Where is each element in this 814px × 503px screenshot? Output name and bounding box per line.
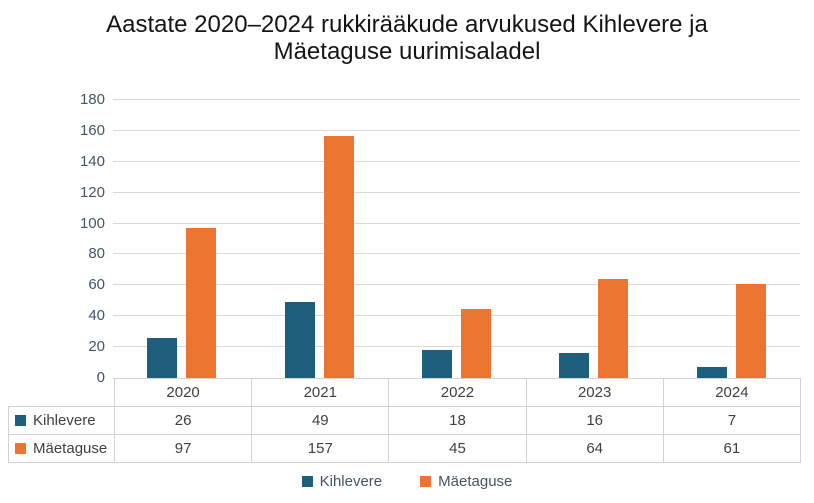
legend-label-m-etaguse: Mäetaguse (438, 473, 513, 490)
chart-title-line1: Aastate 2020–2024 rukkirääkude arvukused… (106, 11, 708, 38)
bar-m-etaguse-2022 (461, 308, 492, 378)
gridline-60 (113, 284, 800, 286)
kihlevere-swatch-icon (15, 415, 26, 426)
table-value-m-etaguse-2024: 61 (662, 434, 802, 463)
bar-kihlevere-2021 (284, 302, 315, 378)
bar-m-etaguse-2021 (323, 135, 354, 378)
data-table-row-kihlevere: Kihlevere 26 49 18 16 7 (8, 406, 802, 435)
table-value-kihlevere-2024: 7 (662, 406, 802, 435)
y-tick-label-0: 0 (96, 369, 105, 386)
m-etaguse-swatch-icon (15, 443, 26, 454)
bar-kihlevere-2023 (559, 353, 590, 378)
table-value-m-etaguse-2021: 157 (251, 434, 390, 463)
y-tick-label-20: 20 (88, 338, 105, 356)
year-header-2021: 2021 (251, 378, 390, 407)
bar-group-2021 (250, 100, 387, 378)
gridline-100 (113, 222, 800, 224)
series-name-m-etaguse: Mäetaguse (33, 440, 108, 457)
y-tick-label-160: 160 (79, 121, 105, 139)
legend-item-kihlevere: Kihlevere (301, 473, 383, 490)
gridline-160 (113, 129, 800, 131)
bar-m-etaguse-2020 (186, 228, 217, 378)
data-table: 2020 2021 2022 2023 2024 Kihlevere 26 49 18 16 7 Mä… (8, 378, 802, 463)
gridline-40 (113, 315, 800, 317)
chart-legend: Kihlevere Mäetaguse (0, 473, 814, 490)
bar-series-area (113, 100, 800, 378)
bar-group-2023 (525, 100, 662, 378)
y-tick-label-80: 80 (88, 245, 105, 263)
table-value-kihlevere-2021: 49 (251, 406, 390, 435)
y-tick-label-180: 180 (79, 91, 105, 108)
data-table-header-row: 2020 2021 2022 2023 2024 (9, 378, 802, 407)
y-tick-label-60: 60 (88, 276, 105, 294)
gridline-80 (113, 253, 800, 255)
gridline-120 (113, 191, 800, 193)
year-header-2022: 2022 (388, 378, 527, 407)
gridline-180 (113, 99, 800, 100)
y-tick-label-120: 120 (79, 183, 105, 201)
bar-kihlevere-2022 (422, 350, 453, 378)
chart-title: Aastate 2020–2024 rukkirääkude arvukused… (0, 11, 814, 65)
series-name-kihlevere: Kihlevere (33, 412, 96, 429)
legend-item-m-etaguse: Mäetaguse (420, 473, 512, 490)
plot-area (113, 99, 800, 379)
gridline-20 (113, 346, 800, 348)
bar-kihlevere-2024 (696, 367, 727, 378)
y-tick-label-40: 40 (88, 307, 105, 325)
legend-label-kihlevere: Kihlevere (319, 473, 383, 490)
table-value-kihlevere-2020: 26 (113, 406, 253, 435)
bar-m-etaguse-2023 (598, 279, 629, 378)
table-value-m-etaguse-2020: 97 (113, 434, 253, 463)
year-header-2023: 2023 (525, 378, 664, 407)
table-value-kihlevere-2023: 16 (525, 406, 664, 435)
bar-group-2020 (113, 100, 250, 378)
year-header-2020: 2020 (113, 378, 253, 407)
gridline-140 (113, 160, 800, 162)
bar-group-2024 (663, 100, 800, 378)
bar-m-etaguse-2024 (735, 283, 766, 378)
y-axis-tick-labels: 0 20 40 60 80 100 120 140 160 180 (0, 92, 105, 386)
data-table-row-m-etaguse: Mäetaguse 97 157 45 64 61 (8, 434, 802, 463)
table-value-m-etaguse-2023: 64 (525, 434, 664, 463)
table-value-m-etaguse-2022: 45 (388, 434, 527, 463)
series-label-m-etaguse: Mäetaguse (8, 434, 115, 463)
year-header-2024: 2024 (662, 378, 802, 407)
bar-kihlevere-2020 (147, 337, 178, 378)
table-value-kihlevere-2022: 18 (388, 406, 527, 435)
data-table-corner-cell (9, 379, 115, 407)
series-label-kihlevere: Kihlevere (8, 406, 115, 435)
bar-group-2022 (388, 100, 525, 378)
m-etaguse-legend-swatch-icon (420, 476, 432, 487)
y-tick-label-140: 140 (79, 152, 105, 170)
kihlevere-legend-swatch-icon (301, 476, 313, 487)
gridlines (113, 99, 800, 378)
y-tick-label-100: 100 (79, 214, 105, 232)
chart-title-line2: Mäetaguse uurimisaladel (273, 38, 541, 65)
